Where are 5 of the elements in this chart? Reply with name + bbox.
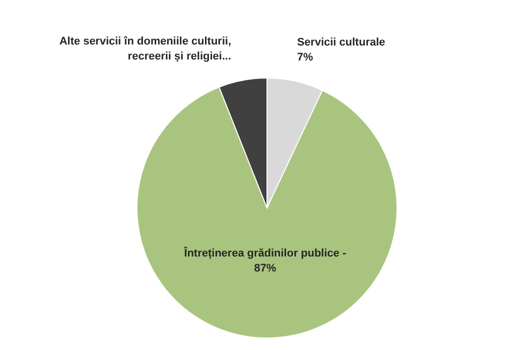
slice-label: Alte servicii în domeniile culturii, recreerii și religiei... <box>59 35 232 62</box>
slice-label: Servicii culturale <box>297 36 386 48</box>
slice-label: Întreținerea grădinilor publice - <box>183 246 346 260</box>
data-label: 7% <box>297 51 314 64</box>
data-label: 87% <box>254 262 276 274</box>
